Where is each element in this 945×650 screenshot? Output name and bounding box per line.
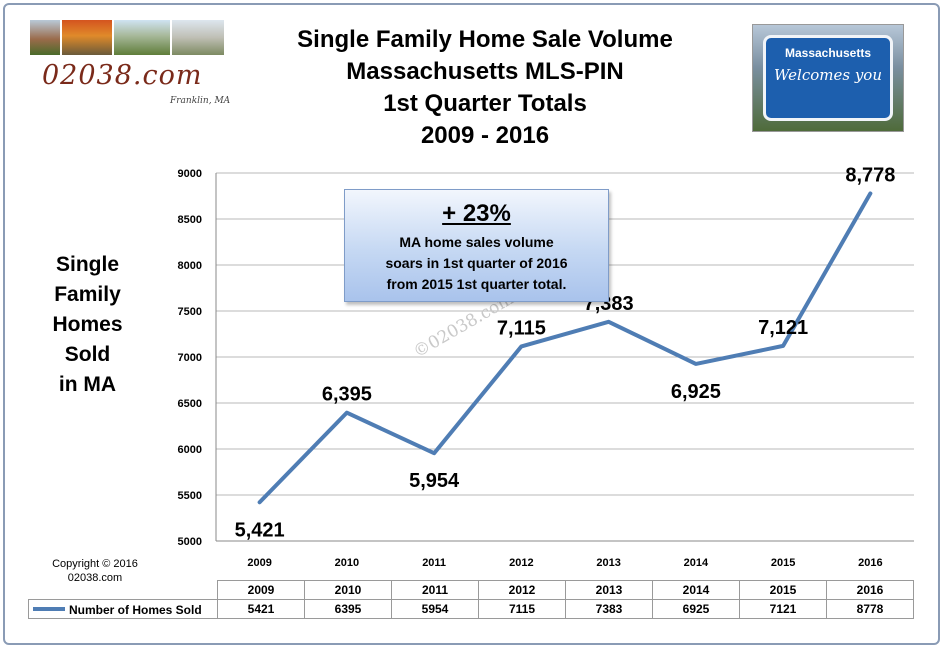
y-axis-title-line: Family [54, 283, 121, 306]
x-tick-label: 2012 [509, 557, 533, 569]
legend-line-swatch [33, 607, 65, 612]
table-header-cell: 2012 [478, 580, 566, 600]
y-tick-label: 8500 [178, 214, 202, 226]
table-header-row: 2009 2010 2011 2012 2013 2014 2015 2016 [29, 580, 914, 600]
table-corner [29, 581, 218, 600]
callout-box: + 23% MA home sales volume soars in 1st … [344, 189, 609, 302]
site-logo: 02038.com Franklin, MA [30, 20, 240, 110]
y-axis-title-line: Sold [64, 343, 111, 366]
table-header-cell: 2009 [217, 580, 305, 600]
town-hall-photo-thumbnail [114, 20, 170, 55]
table-row: Number of Homes Sold 5421 6395 5954 7115… [28, 599, 914, 619]
x-axis-ticks: 2009 2010 2011 2012 2013 2014 2015 2016 [247, 557, 882, 569]
series-layer [257, 191, 873, 505]
series-name: Number of Homes Sold [69, 602, 202, 617]
x-tick-label: 2010 [335, 557, 359, 569]
title-line-1: Single Family Home Sale Volume [297, 26, 673, 53]
callout-line: MA home sales volume [399, 234, 554, 250]
data-label: 8,778 [845, 164, 895, 186]
welcome-sign-photo: Massachusetts Welcomes you [752, 24, 904, 132]
callout-line: soars in 1st quarter of 2016 [385, 255, 568, 271]
table-cell: 7121 [739, 599, 827, 619]
house-photo-thumbnail [30, 20, 60, 55]
autumn-tree-photo-thumbnail [62, 20, 112, 55]
sign-title: Massachusetts [784, 46, 872, 60]
y-axis-title-line: in MA [58, 373, 117, 396]
welcome-sign-board: Massachusetts Welcomes you [763, 35, 893, 121]
table-header-cell: 2011 [391, 580, 479, 600]
chart-title: Single Family Home Sale Volume Massachus… [250, 24, 720, 152]
table-header-cell: 2010 [304, 580, 392, 600]
callout-line: from 2015 1st quarter total. [386, 276, 567, 292]
table-header-cell: 2016 [826, 580, 914, 600]
y-tick-label: 7000 [178, 352, 202, 364]
data-label: 5,421 [235, 519, 285, 541]
statue-photo-thumbnail [172, 20, 224, 55]
data-label: 5,954 [409, 470, 460, 492]
y-tick-label: 6500 [178, 398, 202, 410]
table-cell: 6925 [652, 599, 740, 619]
y-tick-label: 5000 [178, 536, 202, 548]
x-tick-label: 2013 [596, 557, 620, 569]
title-line-4: 2009 - 2016 [420, 122, 550, 149]
x-tick-label: 2014 [684, 557, 709, 569]
y-axis-title: Single Family Homes Sold in MA [40, 250, 135, 400]
data-label: 7,121 [758, 317, 808, 339]
copyright-line: Copyright © 2016 [52, 558, 138, 570]
table-cell: 7383 [565, 599, 653, 619]
title-line-2: Massachusetts MLS-PIN [346, 58, 624, 85]
table-header-cell: 2014 [652, 580, 740, 600]
table-cell: 5954 [391, 599, 479, 619]
logo-subtitle: Franklin, MA [170, 96, 231, 106]
table-header-cell: 2013 [565, 580, 653, 600]
callout-body: MA home sales volume soars in 1st quarte… [345, 232, 608, 295]
sign-welcome-text: Welcomes you [773, 66, 883, 84]
x-tick-label: 2016 [858, 557, 882, 569]
copyright-notice: Copyright © 2016 02038.com [40, 557, 150, 585]
data-label: 7,115 [497, 317, 546, 339]
table-cell: 8778 [826, 599, 914, 619]
y-axis-title-line: Homes [52, 313, 123, 336]
y-tick-label: 5500 [178, 490, 202, 502]
table-cell: 6395 [304, 599, 392, 619]
data-label: 6,925 [671, 381, 721, 403]
data-table: 2009 2010 2011 2012 2013 2014 2015 2016 … [28, 580, 914, 619]
title-line-3: 1st Quarter Totals [383, 90, 587, 117]
series-line [257, 191, 873, 505]
legend-entry: Number of Homes Sold [28, 599, 218, 619]
table-header-cell: 2015 [739, 580, 827, 600]
y-axis-title-line: Single [55, 253, 119, 276]
y-tick-label: 6000 [178, 444, 202, 456]
y-axis-ticks: 5000 5500 6000 6500 7000 7500 8000 8500 9000 [178, 168, 202, 548]
copyright-site: 02038.com [67, 572, 123, 584]
table-cell: 7115 [478, 599, 566, 619]
x-tick-label: 2009 [247, 557, 271, 569]
data-label: 6,395 [322, 384, 372, 406]
table-cell: 5421 [217, 599, 305, 619]
logo-text: 02038.com [42, 60, 203, 91]
x-tick-label: 2015 [771, 557, 795, 569]
x-tick-label: 2011 [422, 557, 446, 569]
y-tick-label: 7500 [178, 306, 202, 318]
y-tick-label: 8000 [178, 260, 202, 272]
callout-headline: + 23% [442, 200, 511, 227]
y-tick-label: 9000 [178, 168, 202, 180]
